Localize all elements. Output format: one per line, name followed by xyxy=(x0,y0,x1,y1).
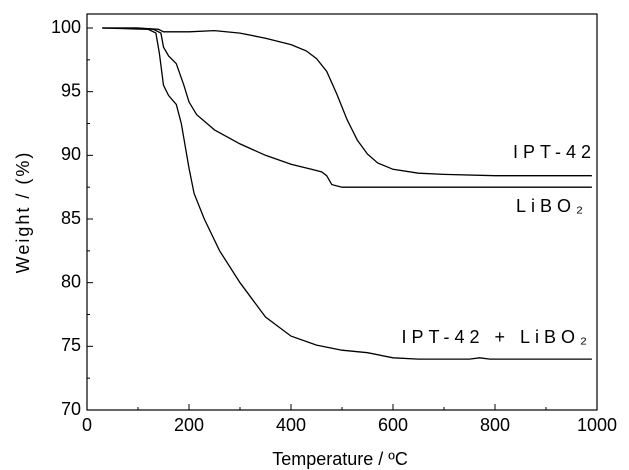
x-axis-title: Temperature / ºC xyxy=(272,449,408,469)
x-tick-label: 800 xyxy=(480,415,510,435)
x-tick-label: 400 xyxy=(276,415,306,435)
y-tick-label: 70 xyxy=(61,399,81,419)
y-tick-label: 80 xyxy=(61,271,81,291)
series-label: IPT-42 + LiBO₂ xyxy=(401,327,592,347)
series-line xyxy=(102,27,592,177)
series-label: IPT-42 xyxy=(513,142,596,162)
y-axis-title: Weight / (%) xyxy=(13,151,33,274)
series-line xyxy=(102,27,592,188)
x-tick-label: 600 xyxy=(378,415,408,435)
y-tick-label: 75 xyxy=(61,335,81,355)
series-label: LiBO₂ xyxy=(516,196,588,216)
x-tick-label: 0 xyxy=(82,415,92,435)
x-tick-label: 1000 xyxy=(577,415,617,435)
x-tick-label: 200 xyxy=(174,415,204,435)
y-tick-label: 100 xyxy=(51,17,81,37)
y-tick-label: 85 xyxy=(61,208,81,228)
y-tick-label: 90 xyxy=(61,144,81,164)
y-tick-label: 95 xyxy=(61,80,81,100)
series-line xyxy=(102,27,592,360)
